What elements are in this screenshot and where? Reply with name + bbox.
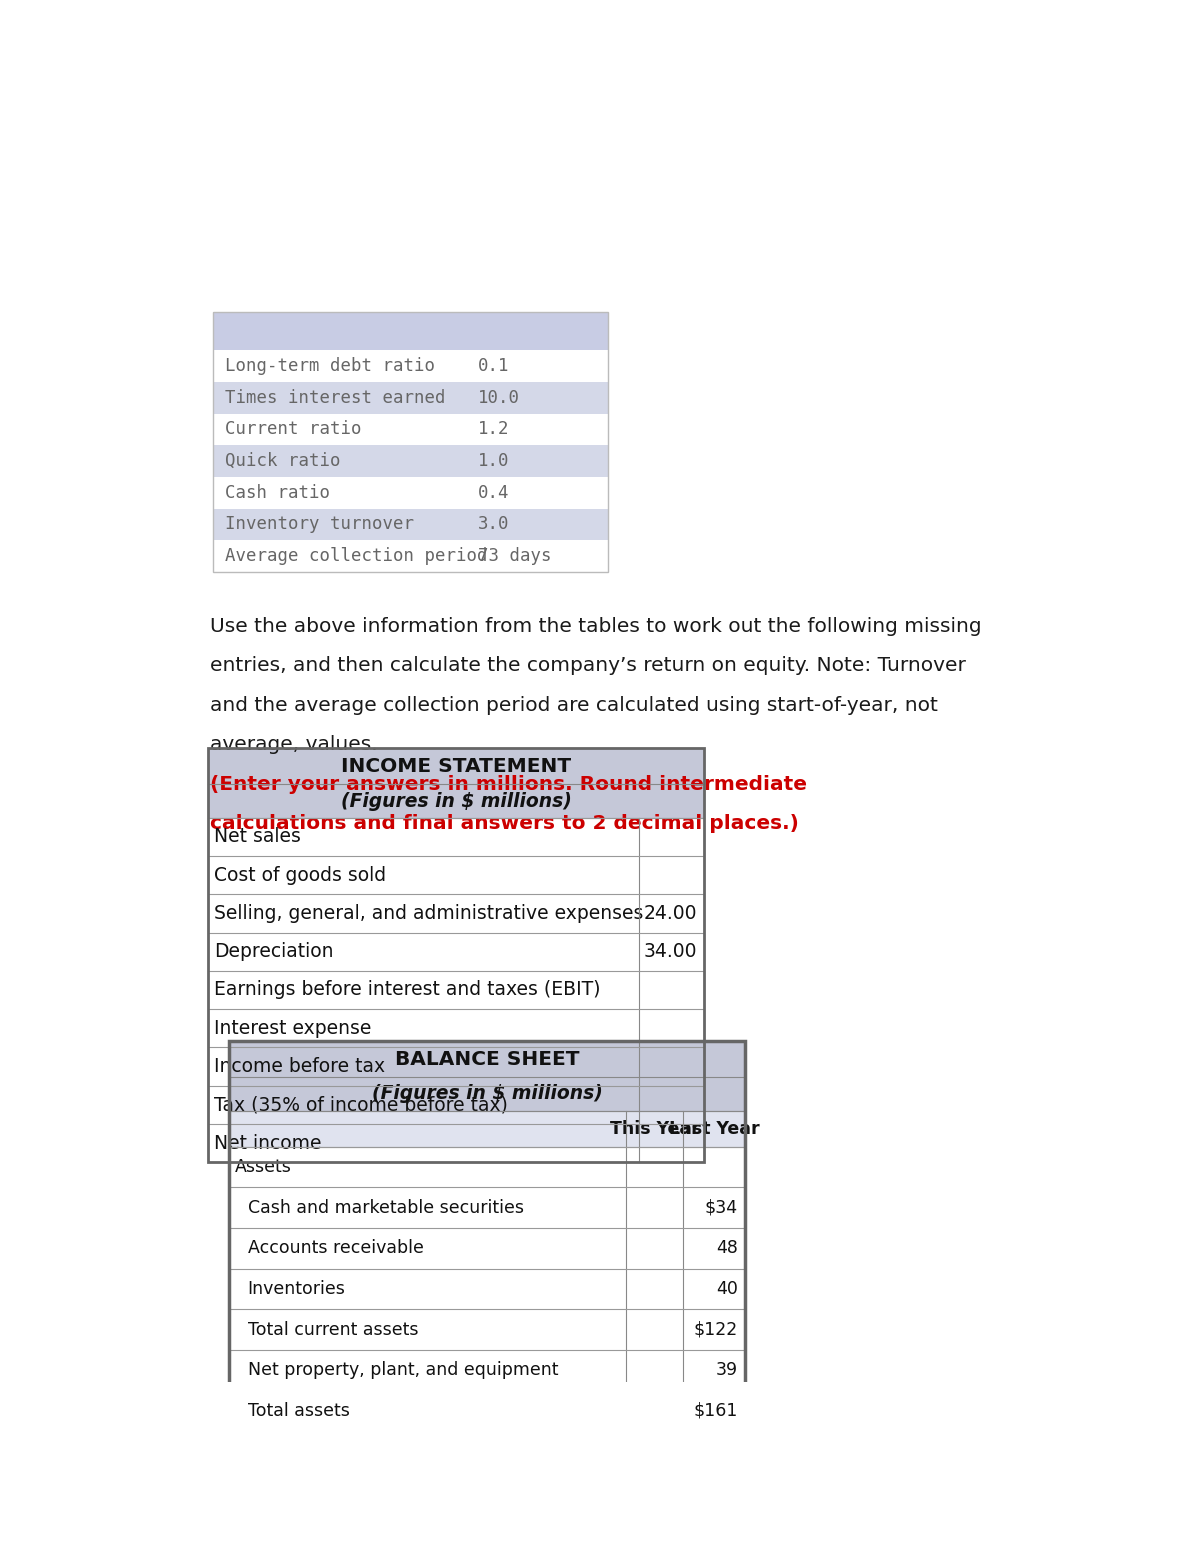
Text: Total current assets: Total current assets bbox=[247, 1320, 418, 1339]
Bar bbox=[208, 932, 704, 971]
Text: 40: 40 bbox=[716, 1280, 738, 1298]
Bar bbox=[208, 895, 704, 932]
Text: 0.1: 0.1 bbox=[478, 357, 510, 374]
Bar bbox=[214, 413, 608, 446]
Text: 48: 48 bbox=[716, 1239, 738, 1258]
Text: 10.0: 10.0 bbox=[478, 388, 520, 407]
Text: $34: $34 bbox=[704, 1199, 738, 1216]
Text: 0.4: 0.4 bbox=[478, 485, 510, 502]
Text: Last Year: Last Year bbox=[668, 1120, 760, 1138]
Bar bbox=[229, 1110, 745, 1146]
Bar bbox=[229, 1390, 745, 1432]
Bar bbox=[208, 856, 704, 895]
Text: 34.00: 34.00 bbox=[643, 943, 697, 961]
Text: Tax (35% of income before tax): Tax (35% of income before tax) bbox=[214, 1095, 508, 1114]
Bar bbox=[214, 540, 608, 572]
Bar bbox=[214, 349, 608, 382]
Text: average, values.: average, values. bbox=[210, 735, 384, 755]
Bar bbox=[229, 1042, 745, 1432]
Bar bbox=[208, 749, 704, 1162]
Text: Cost of goods sold: Cost of goods sold bbox=[214, 865, 386, 885]
Text: Selling, general, and administrative expenses: Selling, general, and administrative exp… bbox=[214, 904, 643, 922]
Bar bbox=[208, 749, 704, 784]
Text: Interest expense: Interest expense bbox=[214, 1019, 372, 1037]
Text: (Enter your answers in millions. Round intermediate: (Enter your answers in millions. Round i… bbox=[210, 775, 808, 794]
Bar bbox=[208, 1047, 704, 1086]
Text: BALANCE SHEET: BALANCE SHEET bbox=[395, 1050, 580, 1068]
Text: (Figures in $ millions): (Figures in $ millions) bbox=[372, 1084, 602, 1104]
Bar bbox=[214, 446, 608, 477]
Text: Total assets: Total assets bbox=[247, 1402, 349, 1419]
Text: Cash and marketable securities: Cash and marketable securities bbox=[247, 1199, 523, 1216]
Bar bbox=[208, 1124, 704, 1162]
Text: Accounts receivable: Accounts receivable bbox=[247, 1239, 424, 1258]
Text: (Figures in $ millions): (Figures in $ millions) bbox=[341, 792, 571, 811]
Bar bbox=[229, 1146, 745, 1186]
Text: Net property, plant, and equipment: Net property, plant, and equipment bbox=[247, 1362, 558, 1379]
Bar bbox=[208, 818, 704, 856]
Text: entries, and then calculate the company’s return on equity. Note: Turnover: entries, and then calculate the company’… bbox=[210, 657, 966, 676]
Text: 39: 39 bbox=[715, 1362, 738, 1379]
Bar bbox=[214, 382, 608, 413]
Text: 1.0: 1.0 bbox=[478, 452, 510, 471]
Text: $122: $122 bbox=[694, 1320, 738, 1339]
Text: 1.2: 1.2 bbox=[478, 421, 510, 438]
Text: 73 days: 73 days bbox=[478, 547, 552, 565]
Bar bbox=[229, 1228, 745, 1269]
Bar bbox=[208, 784, 704, 818]
Text: Current ratio: Current ratio bbox=[226, 421, 362, 438]
Text: Depreciation: Depreciation bbox=[214, 943, 334, 961]
Text: Income before tax: Income before tax bbox=[214, 1058, 385, 1076]
Text: Long-term debt ratio: Long-term debt ratio bbox=[226, 357, 436, 374]
Bar bbox=[229, 1269, 745, 1309]
Bar bbox=[229, 1078, 745, 1110]
Bar bbox=[208, 1009, 704, 1047]
Bar bbox=[229, 1042, 745, 1078]
Text: This Year: This Year bbox=[610, 1120, 700, 1138]
Text: and the average collection period are calculated using start-of-year, not: and the average collection period are ca… bbox=[210, 696, 938, 714]
Text: 3.0: 3.0 bbox=[478, 516, 510, 534]
Bar bbox=[229, 1350, 745, 1390]
Bar bbox=[214, 312, 608, 349]
Text: Inventories: Inventories bbox=[247, 1280, 346, 1298]
Text: Cash ratio: Cash ratio bbox=[226, 485, 330, 502]
Text: calculations and final answers to 2 decimal places.): calculations and final answers to 2 deci… bbox=[210, 814, 799, 832]
Bar bbox=[214, 477, 608, 509]
Bar bbox=[229, 1186, 745, 1228]
Text: Times interest earned: Times interest earned bbox=[226, 388, 446, 407]
Text: Net sales: Net sales bbox=[214, 828, 301, 846]
Bar bbox=[208, 971, 704, 1009]
Bar bbox=[229, 1309, 745, 1350]
Text: Inventory turnover: Inventory turnover bbox=[226, 516, 414, 534]
Text: Earnings before interest and taxes (EBIT): Earnings before interest and taxes (EBIT… bbox=[214, 980, 601, 1000]
Text: 24.00: 24.00 bbox=[643, 904, 697, 922]
Bar bbox=[208, 1086, 704, 1124]
Text: Net income: Net income bbox=[214, 1134, 322, 1152]
Bar bbox=[214, 312, 608, 572]
Text: INCOME STATEMENT: INCOME STATEMENT bbox=[341, 756, 571, 776]
Text: $161: $161 bbox=[694, 1402, 738, 1419]
Text: Assets: Assets bbox=[235, 1159, 292, 1176]
Text: Average collection period: Average collection period bbox=[226, 547, 488, 565]
Text: Use the above information from the tables to work out the following missing: Use the above information from the table… bbox=[210, 617, 982, 635]
Text: Quick ratio: Quick ratio bbox=[226, 452, 341, 471]
Bar bbox=[214, 509, 608, 540]
